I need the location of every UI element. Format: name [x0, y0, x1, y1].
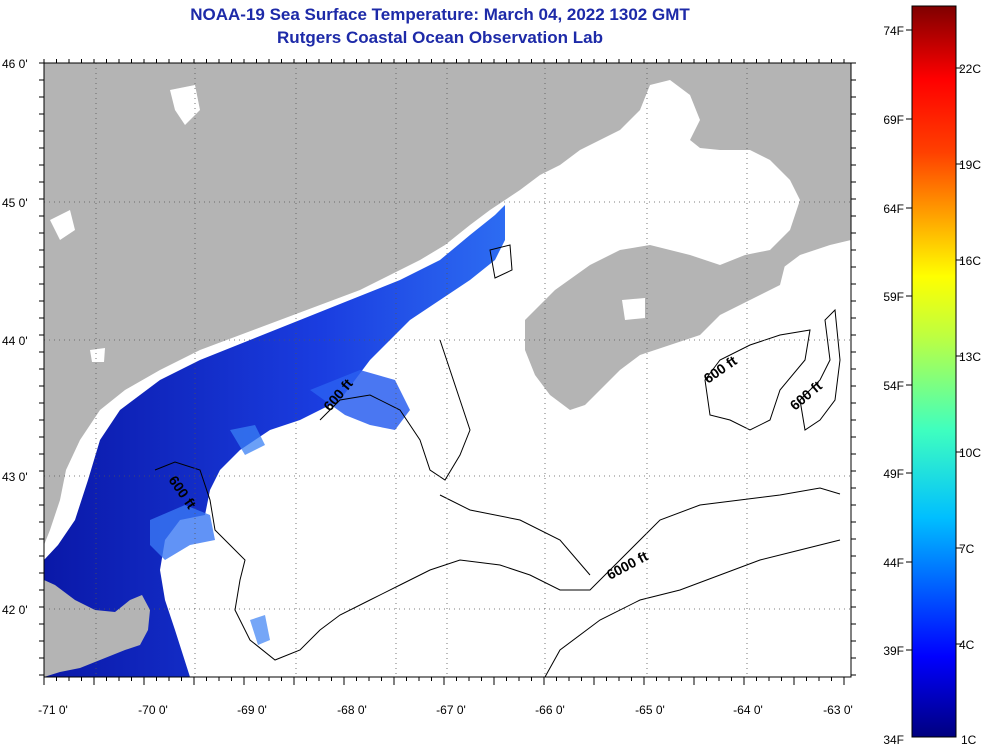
fahrenheit-label: 49F: [883, 467, 904, 481]
lon-label: -66 0': [535, 703, 565, 717]
lon-label: -71 0': [38, 703, 68, 717]
lat-label: 46 0': [2, 57, 28, 71]
color-scale-ticks: [906, 29, 962, 651]
lon-label: -70 0': [138, 703, 168, 717]
lat-label: 43 0': [2, 470, 28, 484]
fahrenheit-label: 39F: [883, 644, 904, 658]
inland-lake: [622, 298, 645, 320]
lat-label: 44 0': [2, 334, 28, 348]
map-subtitle: Rutgers Coastal Ocean Observation Lab: [277, 28, 603, 47]
fahrenheit-label: 69F: [883, 113, 904, 127]
depth-contours: [154, 244, 841, 677]
lon-label: -65 0': [635, 703, 665, 717]
celsius-label: 10C: [959, 446, 981, 460]
inland-lake: [90, 348, 105, 362]
fahrenheit-label: 59F: [883, 290, 904, 304]
land-mainland: [44, 63, 851, 545]
sst-patch: [310, 370, 410, 430]
lon-label: -67 0': [436, 703, 466, 717]
fahrenheit-label: 54F: [883, 379, 904, 393]
celsius-label: 1C: [961, 733, 977, 747]
sst-patch: [230, 425, 265, 455]
land-nova-scotia: [525, 245, 785, 410]
celsius-label: 19C: [959, 158, 981, 172]
map-frame: [43, 62, 852, 678]
bay-of-fundy-channel: [500, 210, 640, 310]
lat-label: 42 0': [2, 603, 28, 617]
inland-lake: [50, 210, 75, 240]
celsius-label: 13C: [959, 350, 981, 364]
celsius-label: 22C: [959, 62, 981, 76]
lon-label: -68 0': [337, 703, 367, 717]
color-scale-bar: [911, 5, 957, 738]
map-title: NOAA-19 Sea Surface Temperature: March 0…: [190, 5, 690, 24]
celsius-label: 7C: [959, 542, 975, 556]
lon-label: -69 0': [237, 703, 267, 717]
axis-ticks: [39, 59, 856, 685]
fahrenheit-label: 74F: [883, 24, 904, 38]
celsius-label: 16C: [959, 254, 981, 268]
fahrenheit-label: 64F: [883, 202, 904, 216]
sst-patch: [250, 615, 270, 645]
inland-lake: [170, 85, 200, 125]
lat-label: 45 0': [2, 196, 28, 210]
fahrenheit-label: 44F: [883, 556, 904, 570]
fahrenheit-label: 34F: [883, 733, 904, 747]
sst-water-band: [44, 205, 505, 677]
celsius-label: 4C: [959, 638, 975, 652]
lon-label: -64 0': [733, 703, 763, 717]
sst-patch: [150, 505, 215, 560]
land-cape-cod: [44, 580, 150, 677]
lon-label: -63 0': [823, 703, 853, 717]
